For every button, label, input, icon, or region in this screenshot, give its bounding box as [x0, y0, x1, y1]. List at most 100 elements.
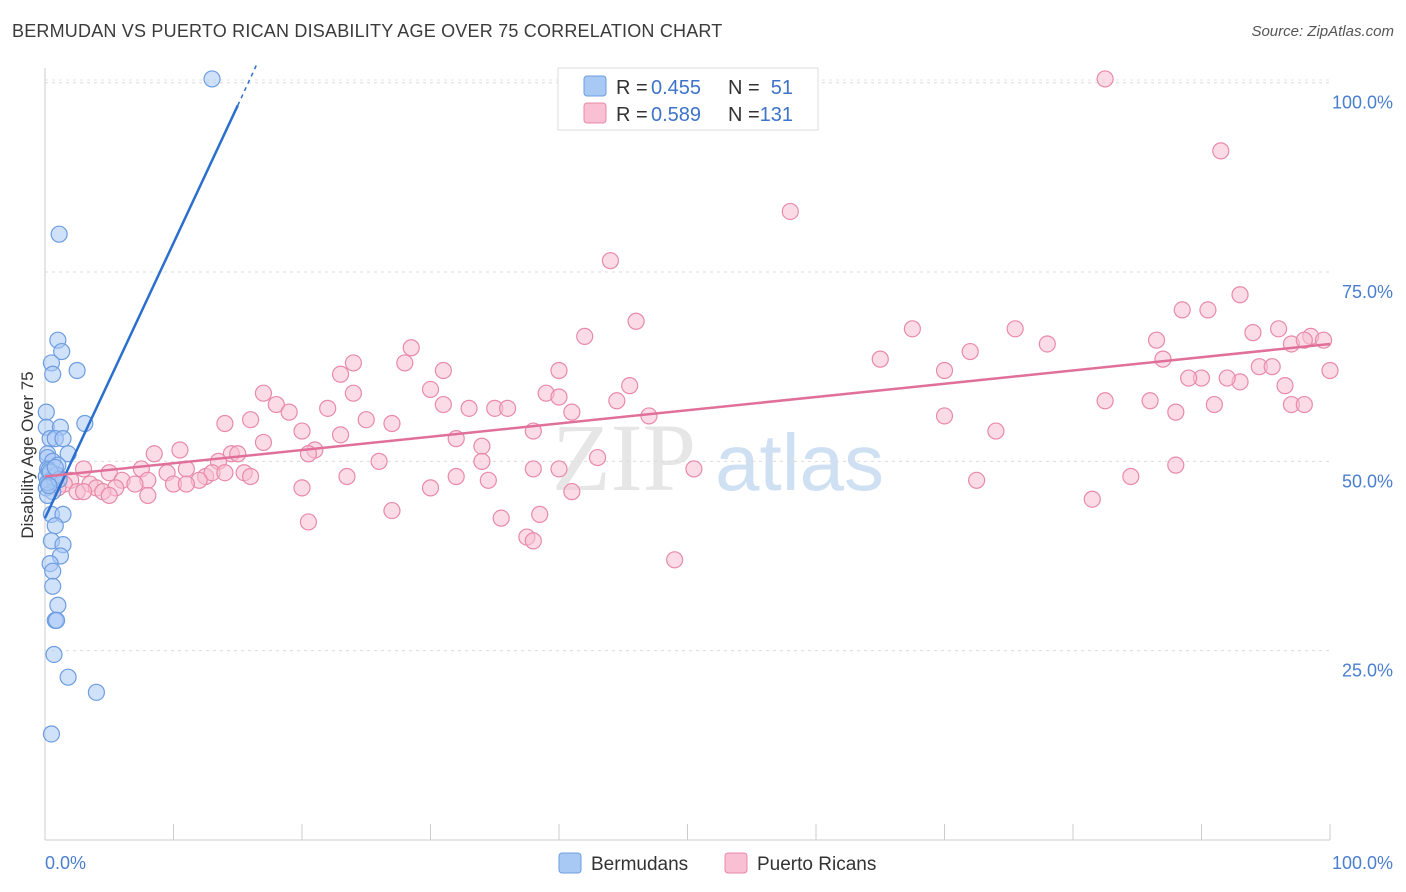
puerto-rican-point	[126, 475, 144, 493]
y-tick-label: 100.0%	[1332, 93, 1393, 113]
bermudan-trend-line	[43, 104, 239, 519]
puerto-rican-point	[1295, 395, 1313, 414]
puerto-rican-point	[563, 483, 581, 501]
puerto-rican-point	[601, 252, 620, 270]
puerto-rican-point	[1199, 301, 1217, 319]
puerto-rican-point	[460, 399, 478, 417]
puerto-rican-point	[1173, 301, 1191, 319]
legend-swatch-puerto-ricans	[724, 852, 748, 874]
puerto-rican-point	[987, 422, 1005, 440]
bermudan-trend-extension	[237, 63, 258, 106]
bermudan-point	[44, 365, 62, 383]
data-points	[37, 70, 1339, 743]
legend-n-value: 51	[771, 77, 793, 99]
puerto-rican-point	[293, 479, 311, 497]
puerto-rican-point	[608, 392, 626, 410]
puerto-rican-point	[781, 202, 799, 221]
bermudan-point	[53, 342, 71, 361]
y-axis-label: Disability Age Over 75	[18, 371, 37, 538]
source-label: Source: ZipAtlas.com	[1251, 23, 1394, 40]
y-tick-label: 25.0%	[1342, 661, 1393, 681]
bermudan-point	[37, 403, 55, 421]
puerto-rican-point	[74, 483, 93, 501]
y-tick-labels: 25.0% 50.0% 75.0% 100.0%	[1332, 93, 1393, 681]
legend-swatch-bermudans	[583, 75, 607, 97]
puerto-rican-point	[177, 475, 195, 493]
puerto-rican-point	[1154, 350, 1172, 368]
puerto-rican-point	[935, 407, 954, 425]
puerto-rican-point	[479, 471, 497, 489]
x-tick-label: 0.0%	[45, 853, 86, 873]
puerto-rican-point	[524, 460, 542, 478]
legend-r-label: R =	[616, 77, 648, 99]
bermudan-point	[45, 645, 63, 664]
puerto-rican-point	[74, 460, 93, 478]
puerto-rican-point	[331, 426, 350, 444]
puerto-rican-point	[531, 505, 549, 523]
puerto-rican-point	[1180, 369, 1198, 387]
puerto-rican-point	[344, 384, 362, 402]
bermudan-point	[49, 596, 67, 614]
puerto-rican-point	[576, 327, 594, 346]
bermudan-point	[54, 430, 72, 448]
puerto-rican-point	[216, 414, 234, 433]
puerto-rican-point	[473, 452, 491, 470]
bermudan-point	[44, 562, 62, 580]
bermudan-point	[42, 725, 61, 743]
puerto-rican-point	[434, 395, 452, 414]
puerto-rican-point	[563, 403, 581, 421]
puerto-rican-point	[242, 411, 260, 429]
puerto-rican-point	[473, 437, 491, 455]
legend-swatch-puerto-ricans	[583, 102, 607, 124]
puerto-rican-point	[666, 551, 684, 569]
puerto-rican-point	[961, 342, 979, 361]
puerto-rican-point	[344, 354, 362, 372]
puerto-rican-point	[319, 399, 337, 417]
puerto-rican-point	[550, 361, 568, 380]
puerto-rican-point	[1006, 320, 1024, 338]
puerto-rican-point	[524, 532, 542, 550]
y-tick-label: 75.0%	[1342, 282, 1393, 302]
puerto-rican-point	[396, 354, 414, 372]
puerto-rican-point	[267, 395, 285, 414]
puerto-rican-point	[1141, 392, 1159, 410]
legend-label-puerto-ricans: Puerto Ricans	[757, 854, 876, 875]
puerto-rican-point	[229, 445, 247, 463]
puerto-rican-point	[434, 361, 452, 380]
bermudan-point	[40, 476, 58, 495]
puerto-rican-point	[383, 501, 401, 520]
series-legend: Bermudans Puerto Ricans	[558, 852, 876, 875]
puerto-rican-point	[254, 384, 273, 402]
puerto-rican-point	[357, 411, 375, 429]
bermudan-point	[47, 611, 66, 629]
puerto-rican-point	[1147, 331, 1166, 349]
legend-n-value: 131	[760, 104, 793, 126]
puerto-rican-point	[421, 380, 440, 399]
bermudan-point	[46, 517, 64, 535]
puerto-rican-point	[383, 414, 401, 433]
puerto-rican-point	[1122, 467, 1140, 486]
puerto-rican-point	[499, 399, 517, 417]
legend-n-label: N =	[728, 77, 760, 99]
puerto-rican-point	[1038, 335, 1056, 353]
legend-r-label: R =	[616, 104, 648, 126]
puerto-rican-point	[1231, 286, 1249, 304]
puerto-rican-point	[100, 486, 118, 505]
puerto-rican-point	[1096, 70, 1114, 88]
legend-swatch-bermudans	[558, 852, 582, 874]
bermudan-point	[203, 70, 221, 88]
puerto-rican-point	[370, 452, 388, 470]
watermark-atlas: atlas	[715, 418, 884, 507]
bermudan-point	[46, 458, 64, 477]
chart-title: BERMUDAN VS PUERTO RICAN DISABILITY AGE …	[12, 21, 723, 41]
puerto-rican-trend-line	[44, 342, 1331, 478]
puerto-rican-point	[685, 460, 703, 478]
puerto-rican-point	[1321, 361, 1339, 380]
puerto-rican-point	[280, 403, 298, 421]
puerto-rican-point	[254, 433, 273, 452]
bermudan-point	[44, 577, 62, 595]
puerto-rican-point	[550, 388, 568, 406]
y-tick-label: 50.0%	[1342, 471, 1393, 491]
bermudan-point	[59, 668, 77, 686]
